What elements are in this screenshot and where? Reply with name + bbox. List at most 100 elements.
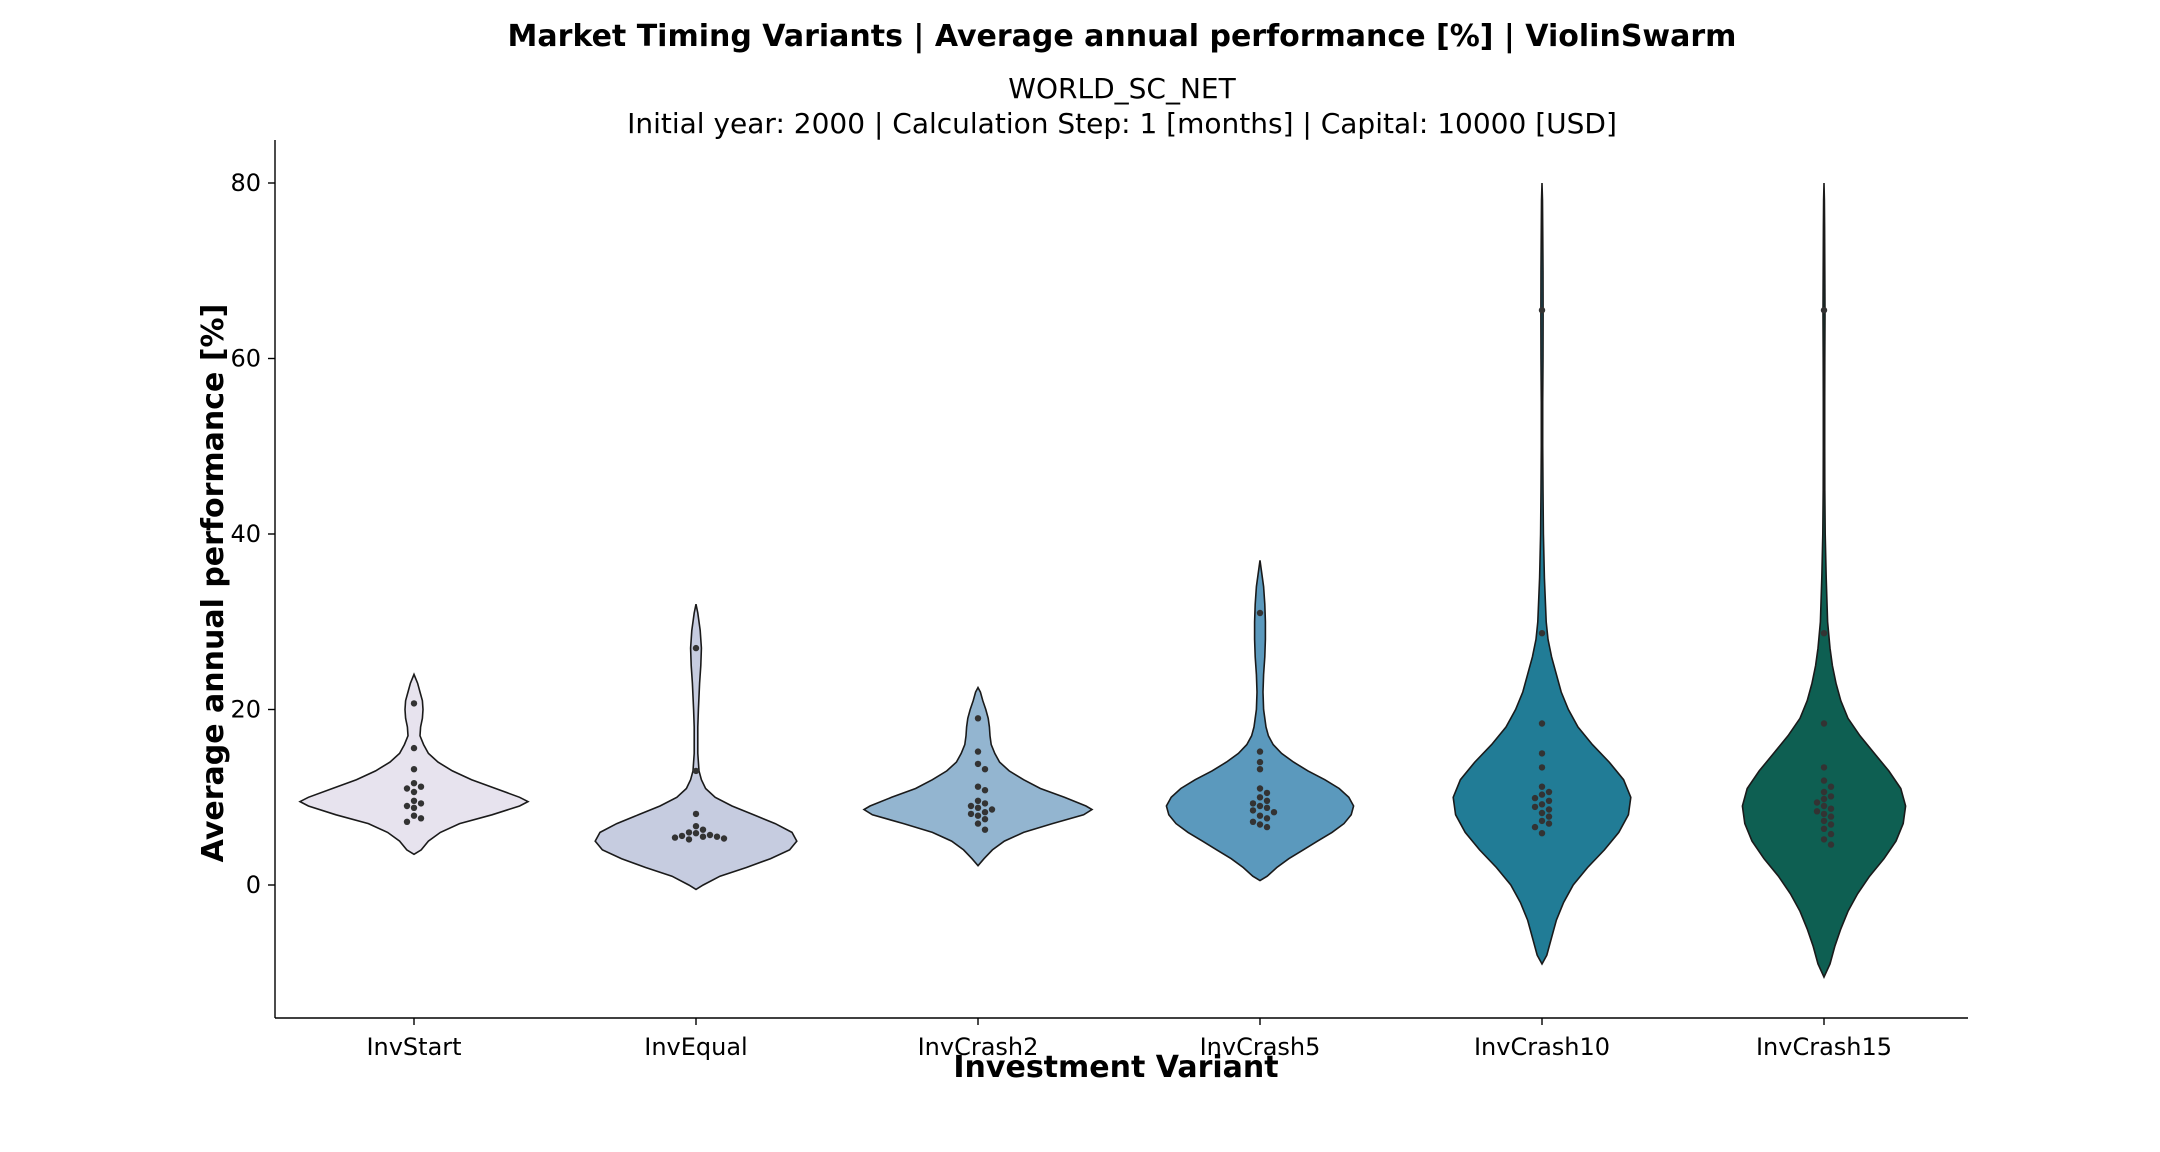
x-tick-label-InvCrash2: InvCrash2 xyxy=(918,1033,1039,1061)
swarm-point-InvCrash10-13 xyxy=(1538,809,1546,817)
swarm-point-InvCrash2-14 xyxy=(981,816,989,823)
swarm-point-InvEqual-2 xyxy=(692,810,700,818)
swarm-point-InvStart-6 xyxy=(410,788,418,796)
swarm-point-InvEqual-10 xyxy=(713,833,721,840)
swarm-point-InvStart-2 xyxy=(410,766,418,773)
y-tick-label-40: 40 xyxy=(230,520,261,548)
y-tick-label-20: 20 xyxy=(230,696,261,724)
swarm-point-InvCrash10-1 xyxy=(1538,630,1546,637)
swarm-point-InvCrash5-2 xyxy=(1256,758,1264,766)
swarm-point-InvEqual-4 xyxy=(699,826,707,833)
swarm-point-InvEqual-9 xyxy=(699,833,707,840)
swarm-point-InvCrash10-6 xyxy=(1545,788,1553,796)
swarm-point-InvCrash10-8 xyxy=(1531,794,1539,802)
swarm-point-InvCrash10-14 xyxy=(1545,813,1553,820)
swarm-point-InvCrash15-11 xyxy=(1827,805,1835,812)
plot-area xyxy=(298,182,1907,980)
violin-InvCrash10 xyxy=(1452,182,1632,966)
swarm-point-InvCrash10-16 xyxy=(1545,820,1553,827)
swarm-point-InvCrash10-18 xyxy=(1538,830,1546,837)
swarm-point-InvStart-1 xyxy=(410,744,418,752)
swarm-point-InvCrash2-11 xyxy=(981,809,989,816)
chart-title: Market Timing Variants | Average annual … xyxy=(508,19,1737,54)
swarm-point-InvCrash5-0 xyxy=(1256,609,1264,617)
swarm-point-InvCrash15-15 xyxy=(1820,817,1828,825)
x-tick-label-InvEqual: InvEqual xyxy=(644,1033,747,1061)
violin-InvCrash5 xyxy=(1165,560,1355,882)
swarm-point-InvCrash15-19 xyxy=(1820,836,1828,843)
swarm-point-InvCrash15-10 xyxy=(1820,802,1828,810)
swarm-point-InvCrash15-0 xyxy=(1820,307,1828,314)
swarm-point-InvCrash5-3 xyxy=(1256,766,1264,773)
chart-subtitle-line-2: Initial year: 2000 | Calculation Step: 1… xyxy=(627,107,1617,140)
violin-InvEqual xyxy=(594,604,798,891)
swarm-point-InvEqual-1 xyxy=(692,767,700,775)
swarm-point-InvCrash2-4 xyxy=(974,783,982,790)
swarm-point-InvCrash2-6 xyxy=(974,797,982,804)
swarm-point-InvCrash2-2 xyxy=(974,760,982,768)
swarm-point-InvCrash15-16 xyxy=(1827,821,1835,828)
x-axis-label: Investment Variant xyxy=(953,1050,1278,1085)
swarm-point-InvCrash15-8 xyxy=(1820,795,1828,803)
swarm-point-InvCrash2-9 xyxy=(974,804,982,811)
swarm-point-InvStart-4 xyxy=(417,783,425,790)
swarm-point-InvCrash2-15 xyxy=(974,820,982,827)
swarm-point-InvCrash5-14 xyxy=(1263,815,1271,822)
swarm-point-InvCrash15-13 xyxy=(1820,810,1828,818)
y-tick-label-80: 80 xyxy=(230,169,261,197)
swarm-point-InvCrash2-1 xyxy=(974,748,982,755)
y-axis: 0 20 40 60 80 xyxy=(230,140,276,1018)
x-tick-label-InvStart: InvStart xyxy=(366,1033,461,1061)
swarm-point-InvCrash5-16 xyxy=(1256,821,1264,828)
swarm-point-InvStart-9 xyxy=(403,802,411,810)
swarm-point-InvCrash15-3 xyxy=(1820,764,1828,771)
swarm-point-InvStart-0 xyxy=(410,700,418,707)
swarm-point-InvCrash15-1 xyxy=(1820,630,1828,637)
swarm-point-InvCrash2-8 xyxy=(967,802,975,810)
chart-subtitle-line-1: WORLD_SC_NET xyxy=(1008,72,1236,105)
swarm-point-InvCrash2-5 xyxy=(981,787,989,794)
swarm-point-InvCrash5-5 xyxy=(1263,789,1271,797)
x-tick-label-InvCrash10: InvCrash10 xyxy=(1474,1033,1610,1061)
swarm-point-InvCrash5-15 xyxy=(1249,818,1257,825)
swarm-point-InvStart-3 xyxy=(410,780,418,787)
swarm-point-InvStart-11 xyxy=(410,812,418,819)
swarm-point-InvEqual-12 xyxy=(720,835,728,842)
swarm-point-InvStart-5 xyxy=(403,785,411,792)
swarm-point-InvCrash2-16 xyxy=(981,826,989,833)
swarm-point-InvEqual-11 xyxy=(671,834,679,841)
swarm-point-InvEqual-8 xyxy=(678,832,686,840)
x-tick-label-InvCrash15: InvCrash15 xyxy=(1756,1033,1892,1061)
swarm-point-InvCrash15-12 xyxy=(1813,808,1821,815)
swarm-point-InvCrash15-5 xyxy=(1827,783,1835,790)
swarm-point-InvCrash10-4 xyxy=(1538,764,1546,771)
swarm-point-InvEqual-3 xyxy=(692,823,700,830)
swarm-point-InvCrash5-17 xyxy=(1263,823,1271,831)
x-tick-label-InvCrash5: InvCrash5 xyxy=(1200,1033,1321,1061)
swarm-point-InvCrash10-2 xyxy=(1538,720,1546,727)
y-tick-label-60: 60 xyxy=(230,345,261,373)
swarm-point-InvCrash10-7 xyxy=(1538,791,1546,798)
swarm-point-InvCrash10-9 xyxy=(1545,797,1553,804)
swarm-point-InvCrash15-6 xyxy=(1820,788,1828,796)
swarm-point-InvEqual-13 xyxy=(685,836,693,843)
violin-InvStart xyxy=(298,672,530,856)
swarm-point-InvCrash5-6 xyxy=(1256,794,1264,801)
swarm-point-InvCrash5-7 xyxy=(1263,797,1271,804)
swarm-point-InvCrash5-10 xyxy=(1263,804,1271,811)
y-axis-label: Average annual performance [%] xyxy=(196,304,231,863)
swarm-point-InvCrash5-11 xyxy=(1249,807,1257,814)
violin-InvCrash2 xyxy=(862,685,1094,867)
swarm-point-InvCrash10-12 xyxy=(1545,806,1553,813)
swarm-point-InvCrash15-14 xyxy=(1827,813,1835,820)
swarm-point-InvCrash15-18 xyxy=(1827,830,1835,838)
swarm-point-InvEqual-6 xyxy=(692,830,700,837)
swarm-point-InvCrash5-4 xyxy=(1256,785,1264,792)
swarm-point-InvStart-8 xyxy=(417,800,425,807)
swarm-point-InvCrash15-2 xyxy=(1820,720,1828,727)
swarm-point-InvStart-13 xyxy=(403,818,411,825)
swarm-point-InvCrash10-5 xyxy=(1538,783,1546,790)
swarm-point-InvCrash2-10 xyxy=(988,806,996,813)
swarm-point-InvCrash5-1 xyxy=(1256,748,1264,755)
